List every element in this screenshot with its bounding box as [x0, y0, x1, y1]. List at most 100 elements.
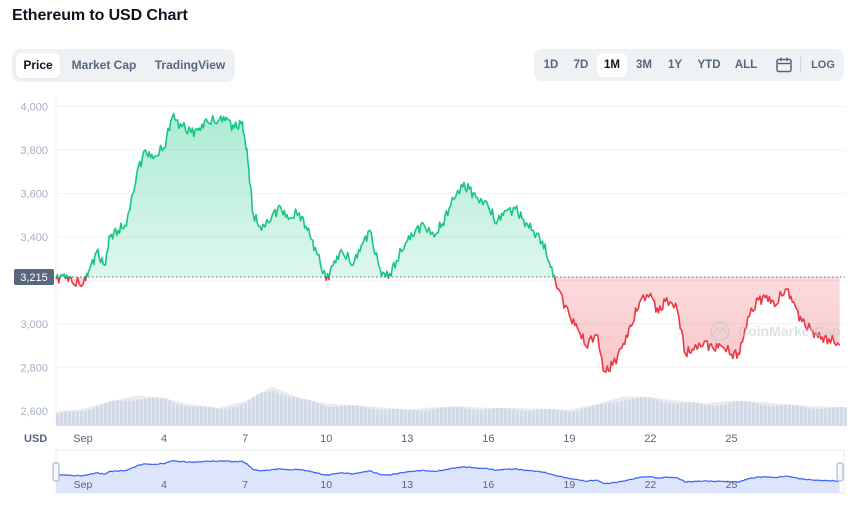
volume-bar — [180, 405, 183, 426]
volume-bar — [748, 401, 751, 426]
volume-bar — [344, 405, 347, 426]
navigator-left-handle[interactable] — [52, 462, 60, 482]
volume-bar — [416, 410, 419, 426]
volume-bar — [260, 393, 263, 426]
volume-bar — [172, 402, 175, 426]
volume-bar — [332, 406, 335, 426]
volume-bar — [512, 409, 515, 426]
volume-bar — [776, 405, 779, 426]
x-tick-label: 10 — [320, 433, 332, 445]
volume-bar — [604, 403, 607, 426]
price-area-down — [56, 277, 840, 373]
volume-bar — [320, 404, 323, 426]
price-line-up — [55, 112, 556, 278]
volume-bar — [540, 409, 543, 426]
navigator-tick-label: 7 — [242, 479, 248, 491]
volume-bar — [100, 405, 103, 426]
volume-bar — [368, 408, 371, 426]
volume-bar — [800, 406, 803, 426]
volume-bar — [476, 409, 479, 426]
volume-bar — [428, 410, 431, 426]
volume-bar — [148, 398, 151, 426]
volume-bar — [520, 410, 523, 426]
volume-bar — [224, 408, 227, 426]
log-scale-button[interactable]: LOG — [811, 59, 835, 71]
volume-bar — [640, 397, 643, 426]
volume-bar — [336, 406, 339, 426]
volume-bar — [496, 408, 499, 426]
range-7d[interactable]: 7D — [573, 59, 589, 71]
volume-bar — [532, 410, 535, 426]
volume-bar — [832, 407, 835, 426]
range-navigator[interactable]: Sep 4 7 10 13 16 19 22 25 — [52, 449, 845, 494]
volume-bar — [104, 403, 107, 426]
tab-price[interactable]: Price — [16, 53, 60, 78]
volume-bars — [56, 386, 847, 426]
volume-bar — [812, 408, 815, 426]
volume-bar — [388, 409, 391, 426]
volume-bar — [364, 407, 367, 426]
navigator-tick-label: 16 — [482, 479, 494, 491]
volume-bar — [572, 411, 575, 426]
volume-bar — [352, 405, 355, 426]
volume-bar — [324, 406, 327, 426]
volume-bar — [608, 402, 611, 426]
volume-bar — [356, 405, 359, 426]
volume-bar — [516, 410, 519, 426]
volume-bar — [348, 405, 351, 426]
volume-bar — [792, 404, 795, 426]
tab-tradingview[interactable]: TradingView — [154, 58, 226, 72]
range-ytd[interactable]: YTD — [697, 59, 721, 71]
volume-bar — [552, 409, 555, 426]
volume-bar — [256, 395, 259, 426]
volume-bar — [584, 408, 587, 426]
volume-bar — [816, 409, 819, 426]
range-all[interactable]: ALL — [734, 59, 758, 71]
calendar-icon[interactable] — [774, 55, 794, 75]
volume-bar — [300, 398, 303, 426]
volume-bar — [696, 402, 699, 426]
volume-bar — [196, 406, 199, 426]
volume-bar — [280, 394, 283, 426]
volume-bar — [784, 404, 787, 426]
volume-bar — [380, 409, 383, 426]
volume-bar — [116, 400, 119, 426]
volume-bar — [64, 411, 67, 426]
volume-bar — [96, 406, 99, 426]
volume-bar — [508, 408, 511, 426]
time-range-selector: 1D 7D 1M 3M 1Y YTD ALL LOG — [534, 49, 844, 81]
volume-bar — [680, 403, 683, 426]
volume-bar — [612, 402, 615, 426]
volume-bar — [716, 405, 719, 426]
volume-bar — [728, 403, 731, 426]
chart-type-tabs: Price Market Cap TradingView — [12, 49, 235, 82]
volume-bar — [764, 405, 767, 426]
volume-bar — [308, 400, 311, 426]
volume-bar — [844, 407, 847, 426]
volume-bar — [216, 408, 219, 426]
volume-bar — [128, 400, 131, 426]
volume-bar — [424, 410, 427, 426]
coinmarketcap-logo: CoinMarketCap — [709, 320, 841, 342]
tab-market-cap[interactable]: Market Cap — [71, 58, 137, 72]
volume-bar — [464, 408, 467, 426]
range-3m[interactable]: 3M — [636, 59, 652, 71]
volume-bar — [664, 402, 667, 426]
volume-bar — [108, 401, 111, 426]
navigator-right-handle[interactable] — [836, 462, 844, 482]
volume-bar — [732, 402, 735, 426]
volume-bar — [340, 406, 343, 426]
volume-bar — [528, 410, 531, 426]
range-1y[interactable]: 1Y — [667, 59, 683, 71]
range-1m[interactable]: 1M — [597, 53, 627, 77]
volume-bar — [828, 407, 831, 426]
volume-bar — [568, 411, 571, 426]
volume-bar — [548, 409, 551, 426]
range-1d[interactable]: 1D — [543, 59, 559, 71]
volume-bar — [720, 405, 723, 426]
volume-bar — [636, 397, 639, 426]
volume-bar — [304, 399, 307, 426]
reference-price-label: 3,215 — [20, 272, 48, 284]
volume-bar — [624, 400, 627, 426]
